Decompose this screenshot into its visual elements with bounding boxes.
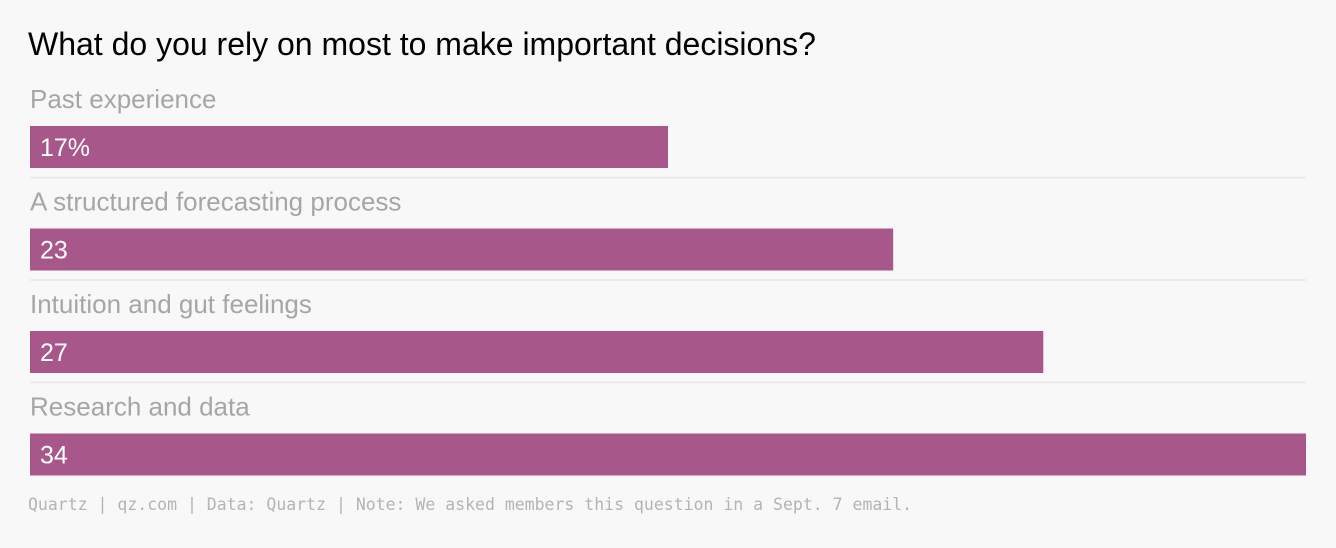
bar (30, 126, 668, 168)
value-label: 17% (40, 134, 90, 162)
category-label: Intuition and gut feelings (30, 289, 312, 319)
bar (30, 433, 1306, 476)
chart-footer: Quartz | qz.com | Data: Quartz | Note: W… (28, 495, 913, 514)
bar (30, 228, 894, 271)
category-label: Past experience (30, 84, 216, 114)
category-label: A structured forecasting process (30, 187, 401, 217)
value-label: 34 (40, 442, 68, 470)
value-label: 27 (40, 339, 68, 367)
bar (30, 331, 1044, 373)
chart-title: What do you rely on most to make importa… (28, 26, 816, 62)
value-label: 23 (40, 237, 68, 265)
category-label: Research and data (30, 392, 250, 422)
